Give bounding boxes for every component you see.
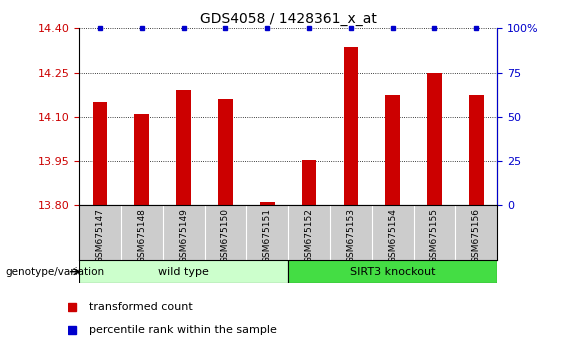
Bar	[260, 202, 275, 205]
Text: GSM675153: GSM675153	[346, 208, 355, 263]
Bar	[176, 90, 191, 205]
Text: GSM675151: GSM675151	[263, 208, 272, 263]
Bar	[344, 47, 358, 205]
Bar	[134, 114, 149, 205]
Bar	[93, 102, 107, 205]
Text: GSM675155: GSM675155	[430, 208, 439, 263]
Bar	[218, 99, 233, 205]
Text: GSM675156: GSM675156	[472, 208, 481, 263]
Text: SIRT3 knockout: SIRT3 knockout	[350, 267, 436, 277]
Title: GDS4058 / 1428361_x_at: GDS4058 / 1428361_x_at	[199, 12, 377, 26]
Text: transformed count: transformed count	[89, 302, 193, 313]
Text: GSM675154: GSM675154	[388, 208, 397, 263]
Text: wild type: wild type	[158, 267, 209, 277]
Bar	[302, 160, 316, 205]
Bar	[469, 95, 484, 205]
Text: GSM675147: GSM675147	[95, 208, 105, 263]
Bar	[79, 260, 288, 283]
Bar	[427, 73, 442, 205]
Text: GSM675148: GSM675148	[137, 208, 146, 263]
Text: GSM675149: GSM675149	[179, 208, 188, 263]
Text: percentile rank within the sample: percentile rank within the sample	[89, 325, 277, 335]
Bar	[288, 260, 497, 283]
Text: GSM675150: GSM675150	[221, 208, 230, 263]
Text: genotype/variation: genotype/variation	[6, 267, 105, 277]
Bar	[385, 95, 400, 205]
Text: GSM675152: GSM675152	[305, 208, 314, 263]
